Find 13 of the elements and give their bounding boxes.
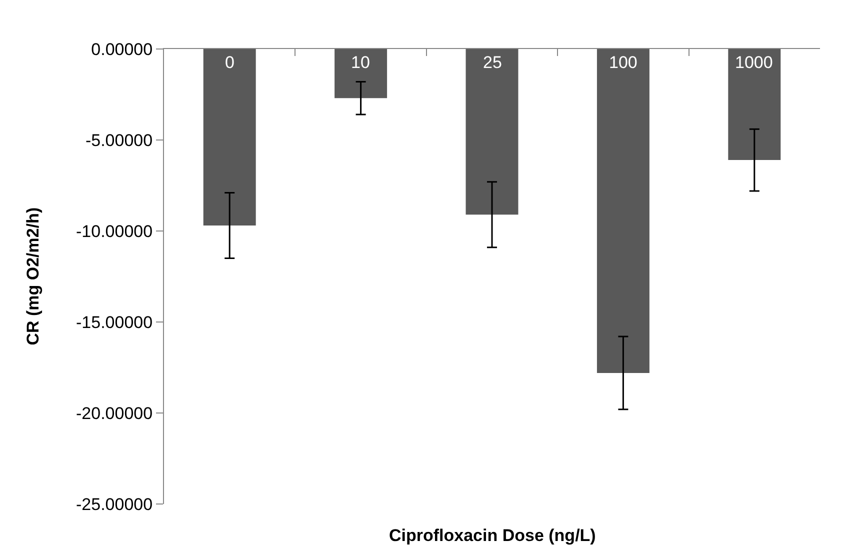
y-tick-label: -20.00000 (76, 404, 153, 423)
y-axis-title: CR (mg O2/m2/h) (23, 207, 42, 346)
x-tick-label: 1000 (735, 53, 773, 72)
x-tick-label: 25 (483, 53, 502, 72)
x-tick-label: 0 (225, 53, 234, 72)
x-tick-label: 10 (351, 53, 370, 72)
x-axis-title: Ciprofloxacin Dose (ng/L) (389, 526, 596, 545)
x-tick-label: 100 (609, 53, 638, 72)
y-tick-label: 0.00000 (91, 40, 153, 59)
y-tick-label: -15.00000 (76, 312, 153, 332)
y-tick-label: -10.00000 (76, 222, 153, 241)
y-tick-label: -25.00000 (76, 494, 153, 514)
y-tick-label: -5.00000 (85, 130, 153, 150)
